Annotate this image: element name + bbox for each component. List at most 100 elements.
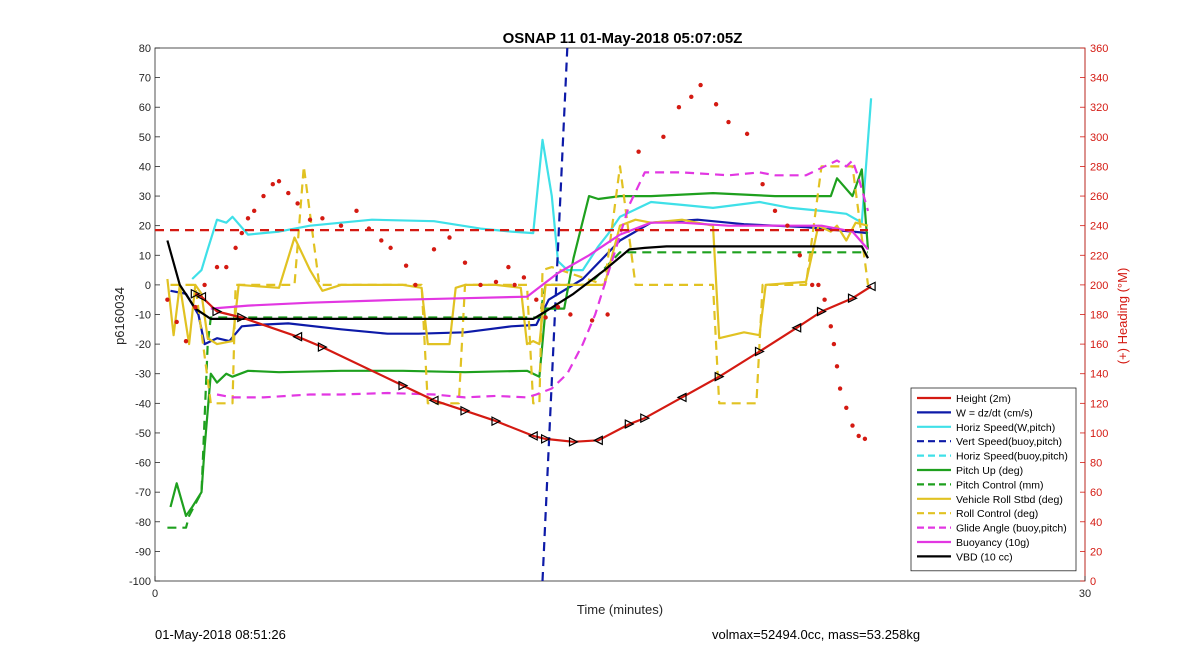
height-marker [640,413,651,424]
heading-point [403,263,409,268]
series-pitch-control-mm [167,251,868,529]
legend-entry: Height (2m) [956,393,1011,405]
y2-tick-label: 40 [1090,517,1102,529]
y-tick-label: 30 [139,191,151,203]
y-tick-label: 20 [139,221,151,233]
height-marker [317,342,328,353]
y2-tick-label: 340 [1090,73,1108,85]
y2-axis-label: (+) Heading (°M) [1115,268,1130,365]
height-marker [292,331,303,342]
heading-point [239,230,244,236]
y-tick-label: -90 [135,546,151,558]
height-marker [568,436,579,447]
y2-axis-ticks: 0 20 40 60 80 100 120 140 160 180 200 220 240 260 280 3… [1080,43,1108,588]
series-horiz-speed-w-pitch [191,98,873,280]
y-tick-label: 70 [139,73,151,85]
heading-point [834,364,840,369]
heading-point [837,386,843,391]
heading-point [698,82,703,88]
heading-point [661,134,666,140]
heading-point [193,304,198,310]
heading-point [493,279,499,285]
height-marker [540,433,551,444]
y2-tick-label: 220 [1090,250,1108,262]
legend-box [910,387,1077,572]
y2-tick-label: 360 [1090,43,1108,55]
y-tick-label: 10 [139,250,151,262]
heading-point [772,208,778,214]
y-tick-label: -10 [135,310,151,322]
height-marker [428,395,439,406]
heading-point [785,223,790,228]
height-marker [624,419,635,430]
heading-point [447,235,452,240]
legend-entry: Roll Control (deg) [956,508,1038,520]
heading-point [850,423,855,428]
legend-entry: W = dz/dt (cm/s) [956,407,1033,419]
heading-point [413,282,418,288]
heading-point [555,304,561,310]
y-tick-label: -50 [135,428,151,440]
heading-point [320,216,325,221]
heading-point [379,238,384,243]
y-axis-label: p6160034 [112,287,127,345]
heading-point [568,312,573,317]
y-axis-ticks: -100-90-80-70-60-50-40-30-20-10010203040… [129,43,160,588]
series-roll-control-deg [170,165,870,405]
height-marker [816,306,827,317]
heading-point [174,319,179,325]
heading-point [183,338,189,344]
heading-point [276,179,282,184]
heading-point [797,253,802,258]
heading-point [261,193,266,199]
heading-point [713,102,719,107]
heading-point [366,226,372,231]
height-marker [676,392,687,403]
y-tick-label: -100 [129,576,151,588]
heading-point [844,405,849,410]
heading-point [856,433,861,439]
height-marker [592,435,603,446]
heading-point [252,208,257,214]
footer-volmax-mass: volmax=52494.0cc, mass=53.258kg [712,627,921,642]
y2-tick-label: 300 [1090,132,1108,144]
legend-entry: Horiz Speed(W,pitch) [956,422,1055,434]
heading-point [816,282,821,288]
heading-point [676,105,682,110]
heading-point [810,282,815,288]
y-tick-label: 80 [139,43,151,55]
x-axis-ticks: 0 30 [152,576,1091,600]
series-buoyancy-10g [210,221,869,310]
x-axis-label: Time (minutes) [576,602,664,617]
heading-point [744,131,750,137]
legend-entry: VBD (10 cc) [956,551,1013,563]
y2-tick-label: 200 [1090,280,1108,292]
heading-point [543,315,548,320]
heading-point [760,182,765,187]
legend-entry: Buoyancy (10g) [956,537,1030,549]
heading-point [862,436,868,442]
heading-point [431,247,437,252]
heading-point [245,216,251,221]
series-clip [155,48,876,581]
y2-tick-label: 120 [1090,398,1108,410]
heading-point [233,245,238,251]
heading-point [214,264,220,270]
heading-point [689,94,694,100]
y2-tick-label: 160 [1090,339,1108,351]
heading-point [354,208,359,214]
y2-tick-label: 20 [1090,546,1102,558]
height-marker [847,293,858,304]
series-glide-angle-buoy-pitch [216,159,870,399]
heading-point [506,264,511,270]
series-height-2m [194,285,872,443]
heading-point [512,282,517,288]
y-tick-label: -40 [135,398,151,410]
heading-point [478,282,483,288]
heading-point [636,149,641,154]
y-tick-label: -70 [135,487,151,499]
height-marker [460,405,471,416]
heading-point [295,201,300,206]
height-marker [491,416,502,427]
